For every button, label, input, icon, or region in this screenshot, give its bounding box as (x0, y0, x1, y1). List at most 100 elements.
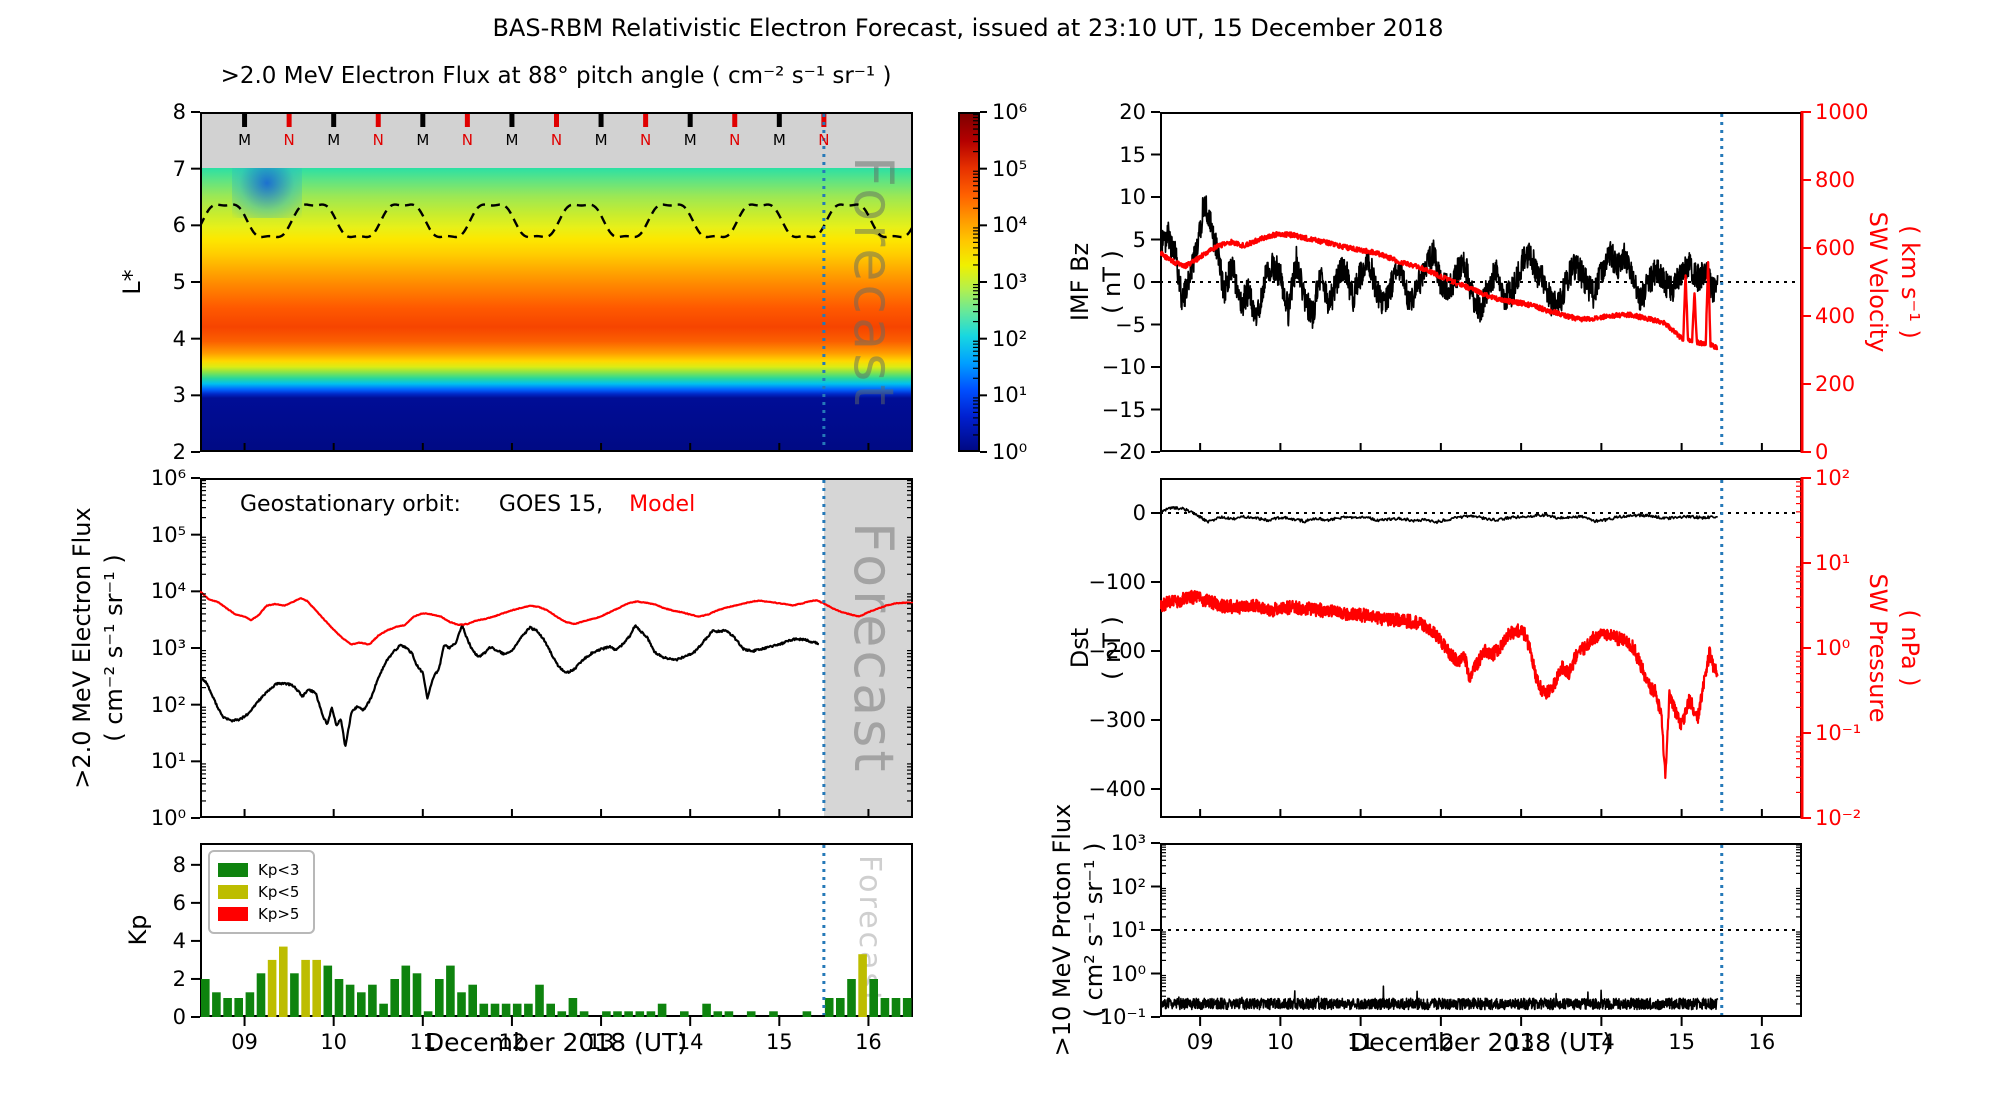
noon-marker: N (461, 131, 473, 149)
proton-axis-label-line1: >10 MeV Proton Flux (1048, 803, 1076, 1057)
velocity-tick-label: 0 (1815, 440, 1829, 464)
date-tick-label: 14 (1588, 1030, 1615, 1054)
date-tick-label: 11 (1347, 1030, 1374, 1054)
dst-tick-label: −200 (1088, 639, 1146, 663)
sw-pressure-axis-label-line1: SW Pressure (1864, 573, 1892, 723)
noon-marker: N (283, 131, 295, 149)
date-tick-label: 10 (320, 1030, 348, 1054)
lstar-tick-label: 4 (172, 326, 186, 351)
goes-flux-axis-label-line2: ( cm⁻² s⁻¹ sr⁻¹ ) (100, 554, 128, 742)
dst-tick-label: −400 (1088, 777, 1146, 801)
goes-legend-model: Model (629, 492, 696, 517)
flux-tick-label: 10⁵ (150, 522, 186, 547)
midnight-marker: M (416, 131, 430, 149)
velocity-tick-label: 200 (1815, 372, 1856, 396)
heatmap-depletion-patch (232, 168, 302, 218)
colorbar-tick-label: 10³ (992, 270, 1028, 294)
kp-legend-swatch (218, 885, 248, 899)
date-tick-label: 15 (1668, 1030, 1695, 1054)
kp-legend-label: Kp<3 (258, 861, 300, 879)
bz-tick-label: 10 (1119, 185, 1146, 209)
pressure-tick-label: 10¹ (1815, 551, 1851, 575)
bz-tick-label: 0 (1132, 270, 1146, 294)
colorbar-tick-label: 10² (992, 326, 1028, 351)
flux-tick-label: 10⁴ (150, 579, 186, 604)
goes-legend-satellite: GOES 15, (498, 492, 604, 517)
date-tick-label: 16 (1748, 1030, 1776, 1054)
noon-marker: N (372, 131, 384, 149)
lstar-tick-label: 8 (172, 99, 186, 124)
date-tick-label: 12 (1427, 1030, 1455, 1054)
noon-marker: N (729, 131, 741, 149)
date-tick-label: 13 (587, 1030, 615, 1054)
date-tick-label: 15 (765, 1030, 793, 1054)
goes-legend: Geostationary orbit: GOES 15, Model (240, 492, 695, 517)
kp-legend-swatch (218, 907, 248, 921)
bz-tick-label: −10 (1101, 355, 1146, 379)
flux-tick-label: 10² (150, 692, 186, 717)
lstar-tick-label: 5 (172, 269, 186, 294)
date-tick-label: 14 (676, 1030, 704, 1054)
kp-panel (200, 843, 913, 1017)
proton-tick-label: 10¹ (1110, 918, 1146, 942)
lstar-tick-label: 2 (172, 440, 186, 464)
colorbar (958, 112, 980, 452)
sw-pressure-axis-label-line2: ( nPa ) (1896, 609, 1924, 687)
kp-legend: Kp<3 Kp<5 Kp>5 (208, 850, 316, 934)
kp-legend-item: Kp<5 (218, 883, 299, 901)
goes-legend-prefix: Geostationary orbit: (240, 492, 461, 517)
proton-x-axis-label: December 2018 (UT) (1349, 1028, 1613, 1057)
date-tick-label: 16 (855, 1030, 882, 1054)
proton-tick-label: 10⁻¹ (1099, 1005, 1146, 1029)
midnight-marker: M (683, 131, 697, 149)
kp-legend-item: Kp<3 (218, 861, 299, 879)
heatmap-colors (202, 168, 911, 452)
velocity-tick-label: 400 (1815, 304, 1856, 328)
noon-marker: N (640, 131, 652, 149)
velocity-tick-label: 1000 (1815, 100, 1869, 124)
heatmap-title: >2.0 MeV Electron Flux at 88° pitch angl… (220, 63, 892, 89)
kp-tick-label: 4 (172, 928, 186, 953)
figure-title: BAS-RBM Relativistic Electron Forecast, … (492, 14, 1444, 42)
midnight-marker: M (594, 131, 608, 149)
bz-tick-label: −5 (1115, 312, 1146, 337)
flux-tick-label: 10⁰ (150, 806, 186, 830)
sw-velocity-axis-label-line1: SW Velocity (1864, 211, 1892, 353)
bz-axis-label-line2: ( nT ) (1098, 250, 1126, 314)
pressure-tick-label: 10² (1815, 466, 1851, 490)
flux-tick-label: 10³ (150, 635, 186, 660)
dst-tick-label: 0 (1132, 501, 1146, 525)
dst-tick-label: −100 (1088, 570, 1146, 594)
date-tick-label: 10 (1267, 1030, 1294, 1054)
kp-tick-label: 6 (172, 890, 186, 915)
date-tick-label: 11 (409, 1030, 437, 1054)
lstar-tick-label: 7 (172, 156, 186, 181)
midnight-marker: M (772, 131, 786, 149)
lstar-axis-label: L* (118, 269, 146, 295)
pressure-tick-label: 10⁻¹ (1815, 721, 1862, 745)
lstar-tick-label: 3 (172, 383, 186, 408)
kp-legend-label: Kp<5 (258, 883, 300, 901)
colorbar-tick-label: 10⁵ (992, 156, 1028, 181)
colorbar-tick-label: 10¹ (992, 383, 1028, 408)
midnight-marker: M (327, 131, 341, 149)
proton-tick-label: 10² (1110, 874, 1146, 899)
proton-axis-label-line2: ( cm² s⁻¹ sr⁻¹ ) (1080, 842, 1108, 1018)
kp-legend-swatch (218, 863, 248, 877)
date-tick-label: 13 (1507, 1030, 1535, 1054)
kp-x-axis-label: December 2018 (UT) (424, 1028, 688, 1057)
goes-flux-axis-label-line1: >2.0 MeV Electron Flux (68, 507, 96, 789)
noon-marker: N (550, 131, 563, 149)
noon-marker: N (818, 131, 830, 149)
kp-legend-label: Kp>5 (258, 905, 300, 923)
kp-axis-label: Kp (124, 914, 152, 946)
bz-tick-label: 15 (1119, 142, 1146, 167)
midnight-marker: M (238, 131, 252, 149)
date-tick-label: 09 (1186, 1030, 1214, 1054)
date-tick-label: 09 (231, 1030, 258, 1054)
kp-legend-item: Kp>5 (218, 905, 299, 923)
electron-heatmap-panel (200, 112, 913, 452)
goes-forecast-shade (824, 480, 911, 816)
